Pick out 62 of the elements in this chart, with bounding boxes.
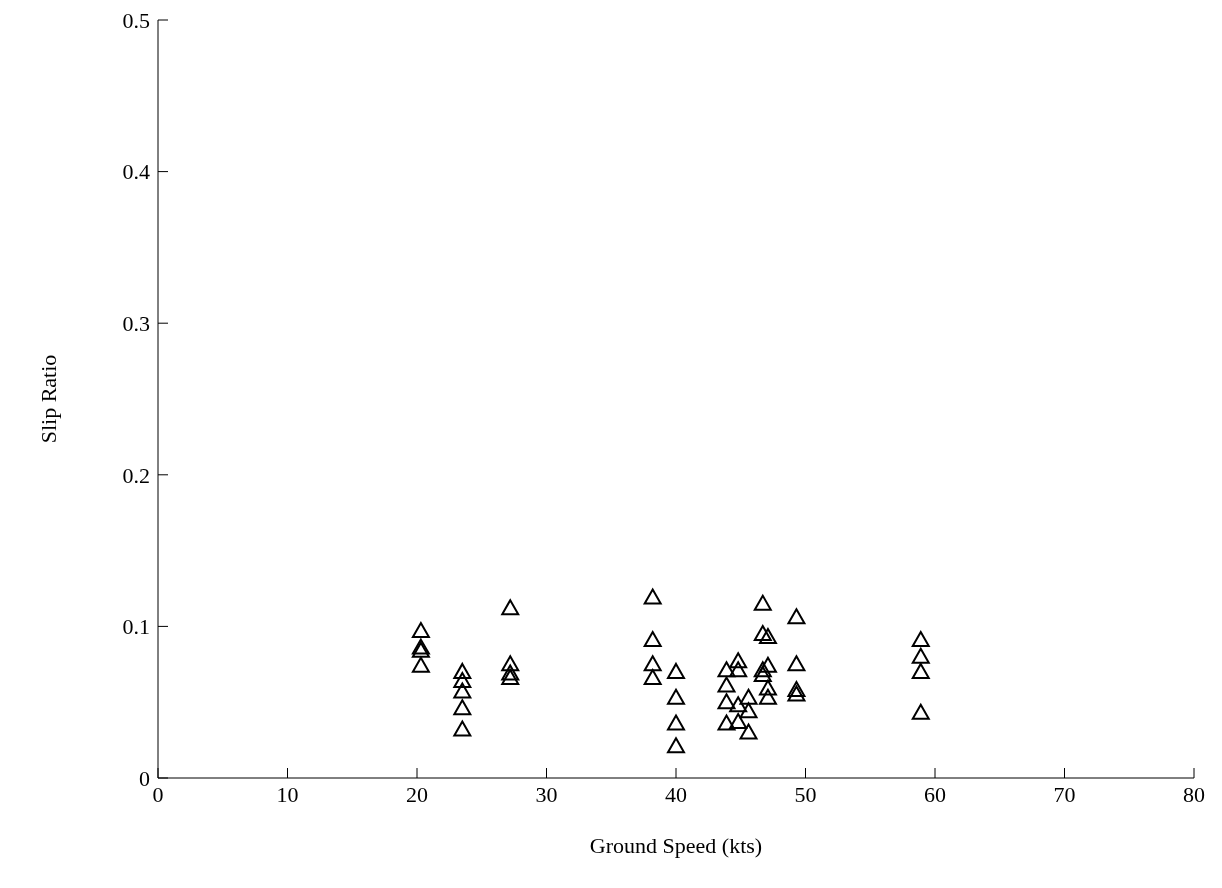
x-axis-title: Ground Speed (kts) xyxy=(589,833,763,858)
point xyxy=(787,655,806,672)
point xyxy=(643,655,662,672)
y-axis-title: Slip Ratio xyxy=(35,354,61,444)
point xyxy=(739,688,758,705)
point xyxy=(411,621,430,638)
point xyxy=(758,628,777,645)
point xyxy=(501,664,520,681)
point xyxy=(411,656,430,673)
point xyxy=(717,661,736,678)
point xyxy=(911,647,930,664)
y-tick-label: 0 xyxy=(139,765,150,791)
point xyxy=(643,631,662,648)
point xyxy=(643,668,662,685)
point xyxy=(758,688,777,705)
point xyxy=(501,655,520,672)
point xyxy=(753,665,772,682)
x-tick-label: 50 xyxy=(794,781,817,807)
point xyxy=(717,714,736,731)
point xyxy=(911,631,930,648)
point xyxy=(729,652,748,669)
point xyxy=(787,681,806,698)
point xyxy=(758,679,777,696)
point xyxy=(787,608,806,625)
x-tick-label: 40 xyxy=(665,781,687,807)
point xyxy=(717,676,736,693)
point xyxy=(717,693,736,710)
point xyxy=(729,712,748,729)
point xyxy=(453,720,472,737)
point xyxy=(453,699,472,716)
point xyxy=(758,656,777,673)
point xyxy=(729,661,748,678)
y-tick-label: 0.5 xyxy=(122,7,150,33)
point xyxy=(911,662,930,679)
point xyxy=(667,714,685,731)
x-tick-label: 30 xyxy=(535,781,558,807)
x-tick-label: 80 xyxy=(1183,781,1205,807)
x-tick-label: 70 xyxy=(1053,781,1076,807)
point xyxy=(729,696,748,713)
point xyxy=(787,685,806,702)
y-tick-label: 0.3 xyxy=(122,311,150,337)
x-tick-label: 10 xyxy=(276,781,299,807)
point xyxy=(753,594,772,611)
point xyxy=(667,688,685,705)
point xyxy=(453,682,472,699)
point xyxy=(453,662,472,679)
point xyxy=(501,668,520,685)
point xyxy=(643,588,662,605)
y-tick-label: 0.1 xyxy=(122,614,150,640)
point xyxy=(753,624,772,641)
point xyxy=(739,723,758,740)
x-tick-label: 60 xyxy=(924,781,946,807)
y-tick-label: 0.4 xyxy=(122,159,150,185)
x-tick-label: 20 xyxy=(406,781,428,807)
point xyxy=(667,737,685,754)
y-tick-label: 0.2 xyxy=(122,462,150,488)
point xyxy=(911,703,930,720)
point xyxy=(753,661,772,678)
point xyxy=(501,599,520,616)
point xyxy=(667,662,685,679)
point xyxy=(453,671,472,688)
point xyxy=(739,702,758,719)
